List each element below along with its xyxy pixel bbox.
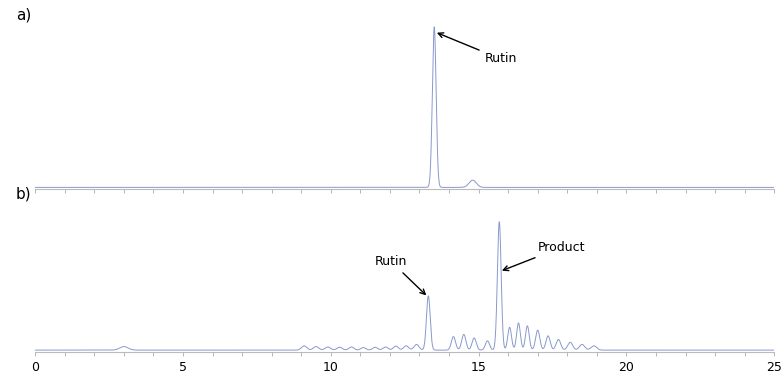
Text: Product: Product: [504, 241, 585, 271]
Text: b): b): [16, 187, 31, 202]
Text: Rutin: Rutin: [375, 255, 425, 294]
Text: Rutin: Rutin: [438, 33, 517, 65]
Text: a): a): [16, 8, 31, 23]
